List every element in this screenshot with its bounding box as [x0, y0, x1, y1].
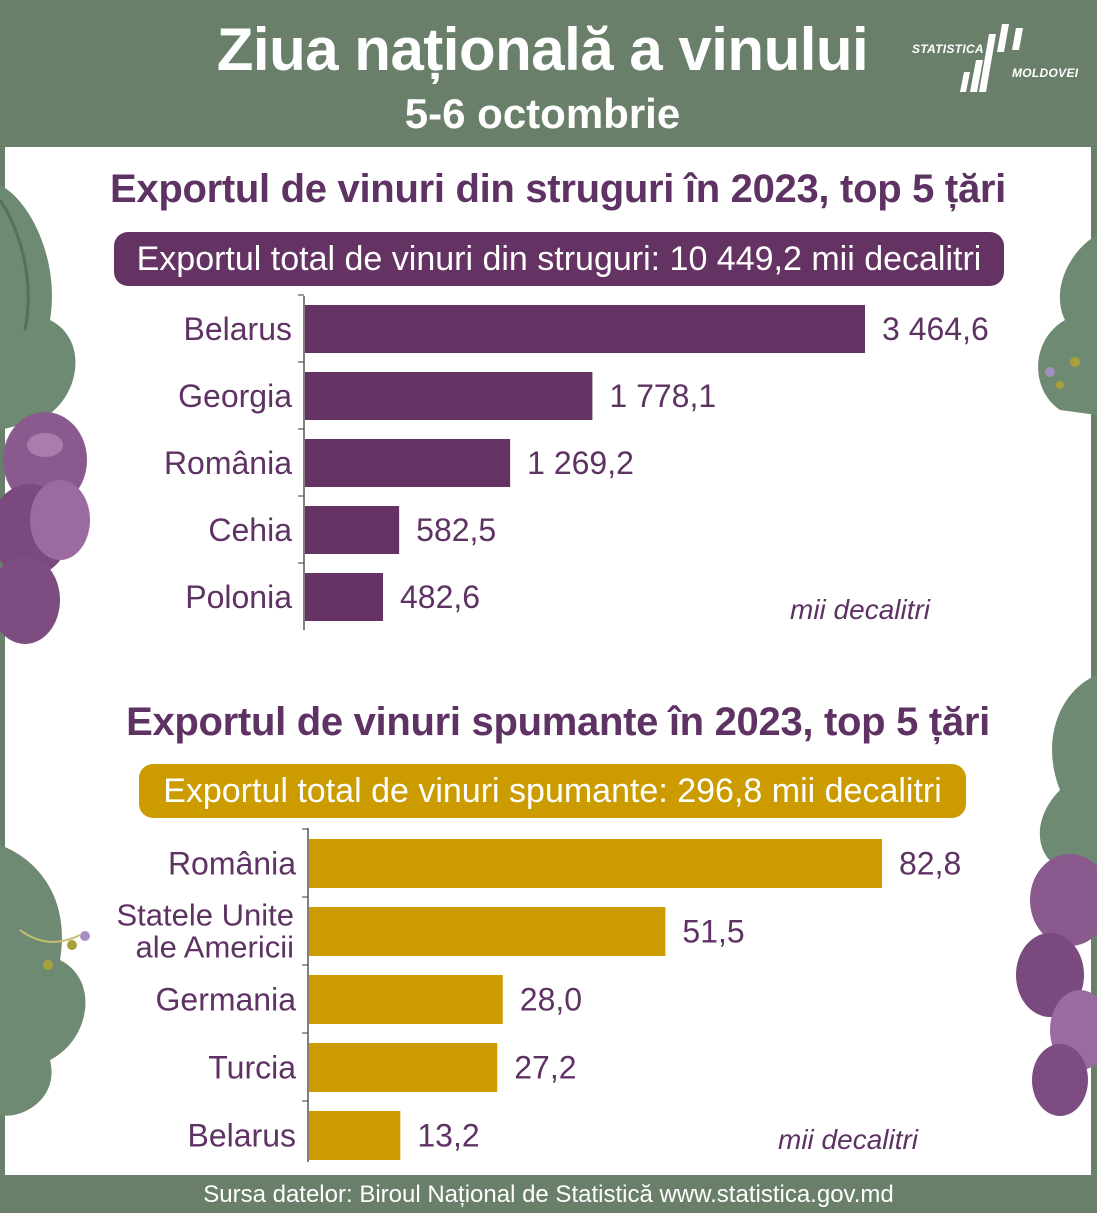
- chart2-unit-label: mii decalitri: [778, 1124, 919, 1155]
- chart1-total-label: Exportul total de vinuri din struguri: 1…: [114, 232, 1004, 286]
- chart2-category-label-0: România: [168, 846, 296, 882]
- chart1-value-label-1: 1 778,1: [609, 378, 716, 414]
- chart1-bar-3: [305, 506, 400, 554]
- chart1-bar-0: [305, 305, 865, 353]
- chart2-title: Exportul de vinuri spumante în 2023, top…: [126, 700, 990, 744]
- chart1-title: Exportul de vinuri din struguri în 2023,…: [110, 167, 1006, 211]
- chart2-total-label: Exportul total de vinuri spumante: 296,8…: [139, 764, 966, 818]
- chart2-value-label-4: 13,2: [417, 1118, 479, 1154]
- chart2-bar-0: [309, 839, 882, 888]
- chart1-category-label-2: România: [164, 445, 292, 481]
- chart1-category-label-4: Polonia: [185, 579, 292, 615]
- logo-bars-icon: [960, 24, 1023, 92]
- chart1-category-label-0: Belarus: [184, 311, 293, 347]
- chart2-category-label-4: Belarus: [188, 1118, 297, 1154]
- logo-line1: STATISTICA: [912, 42, 984, 56]
- chart1-category-label-1: Georgia: [178, 378, 292, 414]
- page-subtitle: 5-6 octombrie: [404, 90, 681, 137]
- chart2-category-label-1: Statele Unite ale Americii: [117, 898, 295, 965]
- chart2-value-label-3: 27,2: [514, 1050, 576, 1086]
- chart1-bar-4: [305, 573, 384, 621]
- footer-source: Sursa datelor: Biroul Național de Statis…: [203, 1181, 894, 1208]
- chart2-bar-2: [309, 975, 503, 1024]
- logo-line2: MOLDOVEI: [1012, 66, 1079, 80]
- chart1-value-label-0: 3 464,6: [882, 311, 989, 347]
- chart1-unit-label: mii decalitri: [790, 594, 931, 625]
- chart1-value-label-4: 482,6: [400, 579, 480, 615]
- header: Ziua națională a vinului 5-6 octombrie S…: [0, 0, 1097, 145]
- chart2-bar-1: [309, 907, 666, 956]
- chart2-category-label-3: Turcia: [208, 1050, 296, 1086]
- chart2-bar-3: [309, 1043, 498, 1092]
- statistica-moldovei-logo: STATISTICA MOLDOVEI: [906, 20, 1079, 100]
- chart1-value-label-2: 1 269,2: [527, 445, 634, 481]
- chart2-category-label-2: Germania: [156, 982, 297, 1018]
- chart1-bar-1: [305, 372, 593, 420]
- chart1-value-label-3: 582,5: [416, 512, 496, 548]
- chart1-bar-2: [305, 439, 511, 487]
- chart2-value-label-2: 28,0: [520, 982, 582, 1018]
- chart1-category-label-3: Cehia: [208, 512, 292, 548]
- page-title: Ziua națională a vinului: [216, 16, 869, 83]
- chart2-value-label-0: 82,8: [899, 846, 961, 882]
- chart2-bar-4: [309, 1111, 401, 1160]
- chart2-value-label-1: 51,5: [682, 914, 744, 950]
